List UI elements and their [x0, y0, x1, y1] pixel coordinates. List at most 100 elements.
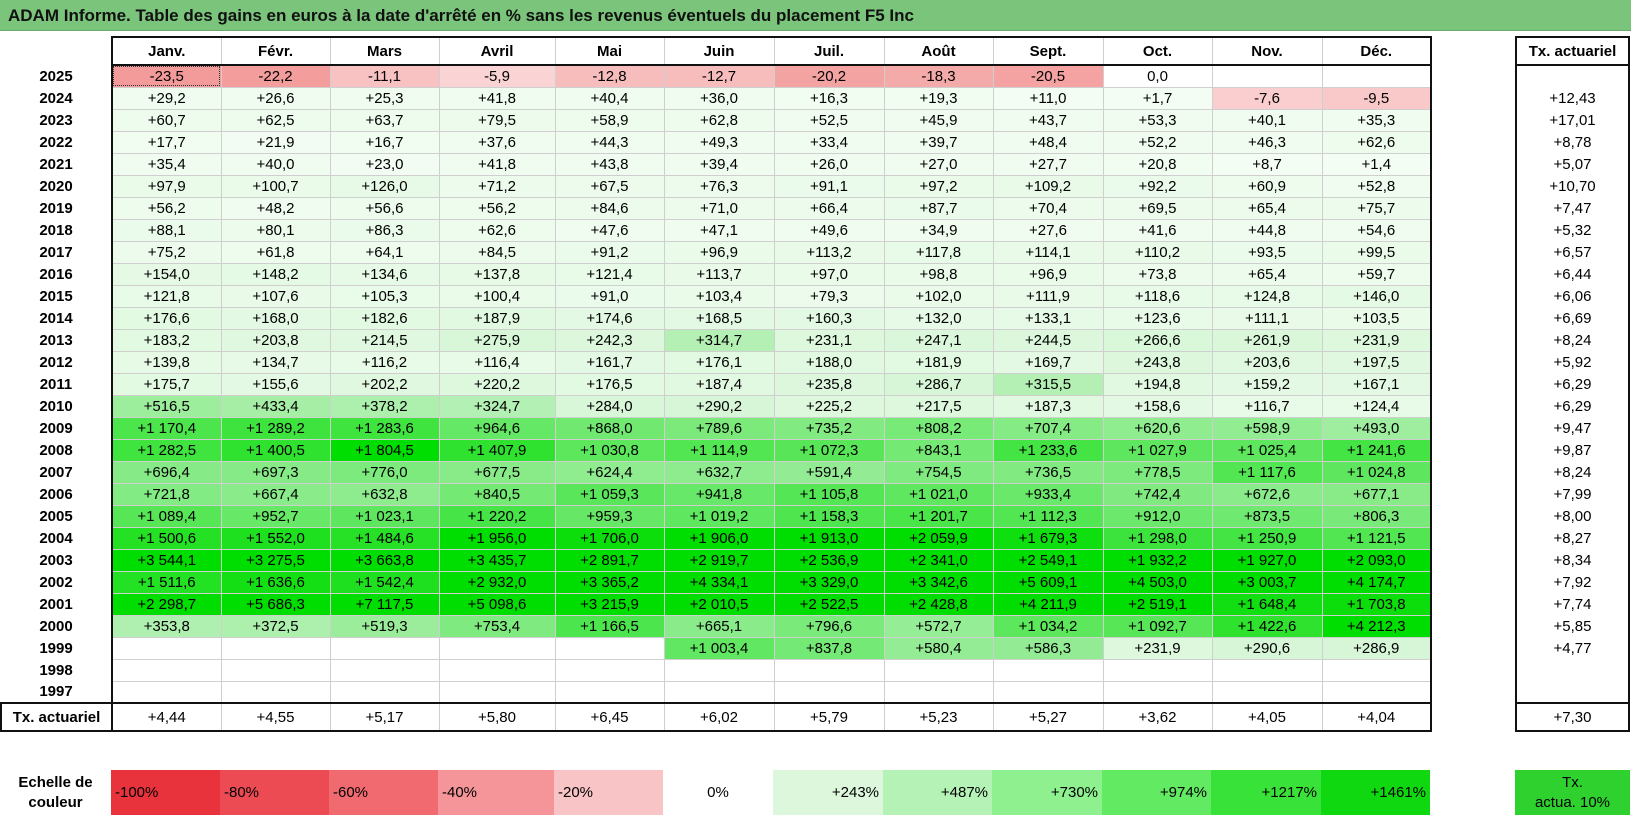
gain-cell[interactable]: +244,5 — [992, 328, 1104, 352]
gain-cell[interactable]: +23,0 — [329, 152, 440, 176]
gain-cell[interactable]: +33,4 — [773, 130, 885, 154]
gain-cell[interactable]: +197,5 — [1321, 350, 1432, 374]
gain-cell[interactable]: +66,4 — [773, 196, 885, 220]
gain-cell[interactable]: +71,2 — [438, 174, 556, 198]
gain-cell[interactable]: +70,4 — [992, 196, 1104, 220]
gain-cell[interactable]: +100,7 — [220, 174, 331, 198]
gain-cell[interactable] — [1321, 658, 1432, 682]
gain-cell[interactable]: +742,4 — [1102, 482, 1213, 506]
gain-cell[interactable]: +1 636,6 — [220, 570, 331, 594]
gain-cell[interactable]: -22,2 — [220, 64, 331, 88]
gain-cell[interactable]: +62,5 — [220, 108, 331, 132]
gain-cell[interactable]: +1 003,4 — [663, 636, 775, 660]
gain-cell[interactable]: -20,2 — [773, 64, 885, 88]
gain-cell[interactable]: +324,7 — [438, 394, 556, 418]
gain-cell[interactable]: +586,3 — [992, 636, 1104, 660]
gain-cell[interactable]: +591,4 — [773, 460, 885, 484]
gain-cell[interactable] — [883, 658, 994, 682]
gain-cell[interactable]: +1,4 — [1321, 152, 1432, 176]
gain-cell[interactable]: +61,8 — [220, 240, 331, 264]
gain-cell[interactable]: +5 098,6 — [438, 592, 556, 616]
gain-cell[interactable]: +137,8 — [438, 262, 556, 286]
gain-cell[interactable]: +873,5 — [1211, 504, 1323, 528]
gain-cell[interactable]: +1 407,9 — [438, 438, 556, 462]
gain-cell[interactable]: +139,8 — [111, 350, 222, 374]
gain-cell[interactable]: +217,5 — [883, 394, 994, 418]
gain-cell[interactable]: +1 072,3 — [773, 438, 885, 462]
gain-cell[interactable]: +1 289,2 — [220, 416, 331, 440]
gain-cell[interactable]: +54,6 — [1321, 218, 1432, 242]
gain-cell[interactable]: +121,4 — [554, 262, 665, 286]
gain-cell[interactable]: +46,3 — [1211, 130, 1323, 154]
gain-cell[interactable]: +47,6 — [554, 218, 665, 242]
gain-cell[interactable]: +235,8 — [773, 372, 885, 396]
gain-cell[interactable]: +11,0 — [992, 86, 1104, 110]
gain-cell[interactable]: +102,0 — [883, 284, 994, 308]
gain-cell[interactable]: +1 023,1 — [329, 504, 440, 528]
gain-cell[interactable]: +580,4 — [883, 636, 994, 660]
gain-cell[interactable]: +92,2 — [1102, 174, 1213, 198]
gain-cell[interactable] — [883, 680, 994, 704]
gain-cell[interactable]: +187,4 — [663, 372, 775, 396]
gain-cell[interactable] — [329, 680, 440, 704]
gain-cell[interactable]: +124,8 — [1211, 284, 1323, 308]
gain-cell[interactable]: +220,2 — [438, 372, 556, 396]
gain-cell[interactable]: +1 030,8 — [554, 438, 665, 462]
gain-cell[interactable]: +36,0 — [663, 86, 775, 110]
gain-cell[interactable]: +175,7 — [111, 372, 222, 396]
gain-cell[interactable] — [1102, 680, 1213, 704]
gain-cell[interactable]: +1 233,6 — [992, 438, 1104, 462]
gain-cell[interactable]: +56,2 — [111, 196, 222, 220]
gain-cell[interactable]: +266,6 — [1102, 328, 1213, 352]
gain-cell[interactable]: +806,3 — [1321, 504, 1432, 528]
gain-cell[interactable]: +4 174,7 — [1321, 570, 1432, 594]
gain-cell[interactable]: +62,6 — [1321, 130, 1432, 154]
gain-cell[interactable]: +2 341,0 — [883, 548, 994, 572]
gain-cell[interactable]: +53,3 — [1102, 108, 1213, 132]
gain-cell[interactable]: +707,4 — [992, 416, 1104, 440]
gain-cell[interactable]: +2 428,8 — [883, 592, 994, 616]
gain-cell[interactable]: +203,6 — [1211, 350, 1323, 374]
gain-cell[interactable]: +41,6 — [1102, 218, 1213, 242]
gain-cell[interactable]: +76,3 — [663, 174, 775, 198]
gain-cell[interactable]: +176,5 — [554, 372, 665, 396]
gain-cell[interactable]: +753,4 — [438, 614, 556, 638]
gain-cell[interactable]: +433,4 — [220, 394, 331, 418]
gain-cell[interactable]: +181,9 — [883, 350, 994, 374]
gain-cell[interactable]: +40,1 — [1211, 108, 1323, 132]
gain-cell[interactable]: +174,6 — [554, 306, 665, 330]
gain-cell[interactable]: +37,6 — [438, 130, 556, 154]
gain-cell[interactable]: +837,8 — [773, 636, 885, 660]
gain-cell[interactable] — [663, 680, 775, 704]
gain-cell[interactable]: +79,3 — [773, 284, 885, 308]
gain-cell[interactable]: +1 112,3 — [992, 504, 1104, 528]
gain-cell[interactable]: +808,2 — [883, 416, 994, 440]
gain-cell[interactable]: +672,6 — [1211, 482, 1323, 506]
gain-cell[interactable] — [220, 658, 331, 682]
gain-cell[interactable]: +696,4 — [111, 460, 222, 484]
gain-cell[interactable]: +202,2 — [329, 372, 440, 396]
gain-cell[interactable]: +4 211,9 — [992, 592, 1104, 616]
gain-cell[interactable]: +2 891,7 — [554, 548, 665, 572]
gain-cell[interactable]: +26,6 — [220, 86, 331, 110]
gain-cell[interactable]: -12,7 — [663, 64, 775, 88]
gain-cell[interactable]: +86,3 — [329, 218, 440, 242]
gain-cell[interactable]: +243,8 — [1102, 350, 1213, 374]
gain-cell[interactable]: +159,2 — [1211, 372, 1323, 396]
gain-cell[interactable]: +3 329,0 — [773, 570, 885, 594]
gain-cell[interactable]: +4 503,0 — [1102, 570, 1213, 594]
gain-cell[interactable]: +56,2 — [438, 196, 556, 220]
gain-cell[interactable]: +100,4 — [438, 284, 556, 308]
gain-cell[interactable]: +40,4 — [554, 86, 665, 110]
gain-cell[interactable]: +1 250,9 — [1211, 526, 1323, 550]
gain-cell[interactable]: +116,7 — [1211, 394, 1323, 418]
gain-cell[interactable]: +168,0 — [220, 306, 331, 330]
gain-cell[interactable]: +1 019,2 — [663, 504, 775, 528]
gain-cell[interactable]: +29,2 — [111, 86, 222, 110]
gain-cell[interactable]: +93,5 — [1211, 240, 1323, 264]
gain-cell[interactable]: +60,9 — [1211, 174, 1323, 198]
gain-cell[interactable]: +3 215,9 — [554, 592, 665, 616]
gain-cell[interactable]: +1 804,5 — [329, 438, 440, 462]
gain-cell[interactable]: +3 435,7 — [438, 548, 556, 572]
gain-cell[interactable] — [1211, 658, 1323, 682]
